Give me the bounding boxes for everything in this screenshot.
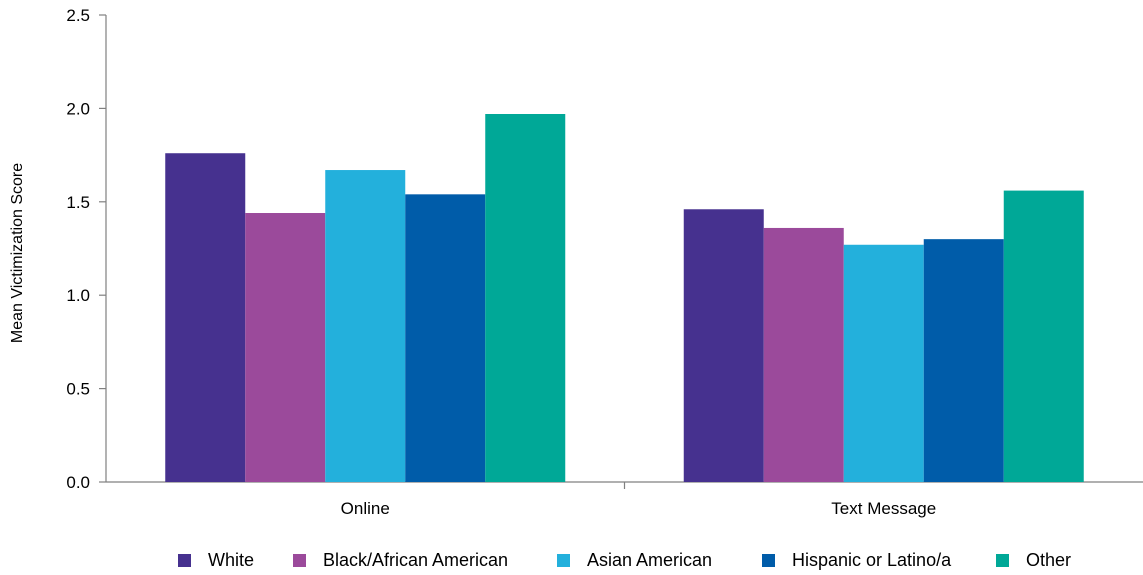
bar — [165, 153, 246, 482]
legend-swatch — [178, 553, 191, 567]
legend-swatch — [293, 553, 306, 567]
bar — [1003, 190, 1084, 483]
legend-label: Other — [1026, 549, 1072, 570]
y-axis: 0.0 0.5 1.0 1.5 2.0 2.5 — [66, 6, 107, 492]
bar — [405, 194, 486, 482]
y-tick-label: 2.5 — [66, 6, 90, 25]
legend-label: Asian American — [587, 549, 713, 570]
bar-chart: 0.0 0.5 1.0 1.5 2.0 2.5 Online Text Message Me… — [9, 6, 1143, 518]
legend-item: White — [178, 548, 254, 572]
bar — [923, 239, 1004, 482]
legend-label: White — [208, 549, 255, 570]
bar — [763, 227, 844, 482]
legend-swatch — [996, 553, 1009, 567]
bar — [245, 213, 326, 482]
x-category-label: Online — [341, 499, 390, 518]
bar — [325, 170, 406, 482]
legend: White Black/African American Asian America… — [0, 548, 1143, 574]
legend-item: Hispanic or Latino/a — [762, 548, 951, 572]
legend-item: Black/African American — [293, 548, 508, 572]
y-tick-label: 1.5 — [66, 193, 90, 212]
legend-swatch — [762, 553, 775, 567]
bar — [683, 209, 764, 482]
bars — [165, 114, 1084, 483]
x-axis: Online Text Message — [106, 481, 1143, 518]
legend-item: Asian American — [557, 548, 712, 572]
bar — [843, 244, 924, 482]
x-category-label: Text Message — [831, 499, 936, 518]
legend-label: Hispanic or Latino/a — [792, 549, 952, 570]
y-tick-label: 0.5 — [66, 380, 90, 399]
legend-swatch — [557, 553, 570, 567]
legend-label: Black/African American — [323, 549, 509, 570]
legend-item: Other — [996, 548, 1071, 572]
y-axis-title: Mean Victimization Score — [9, 163, 26, 343]
y-tick-label: 1.0 — [66, 286, 90, 305]
y-tick-label: 0.0 — [66, 473, 90, 492]
y-tick-label: 2.0 — [66, 99, 90, 118]
bar — [485, 114, 566, 482]
